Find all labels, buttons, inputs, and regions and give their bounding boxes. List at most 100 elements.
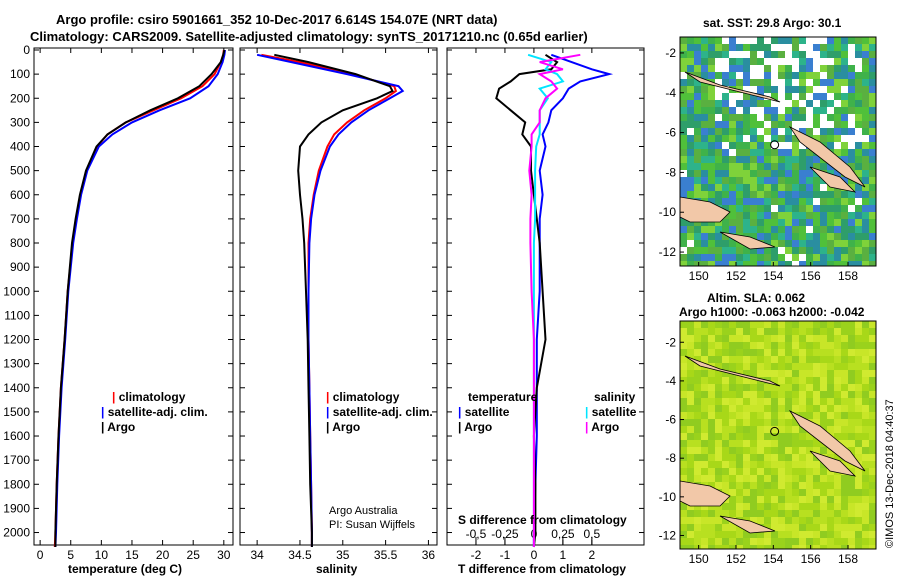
map-cell: [736, 433, 743, 440]
map-cell: [813, 342, 820, 349]
map-cell: [729, 177, 736, 184]
map-cell: [799, 177, 806, 184]
map-cell: [862, 335, 869, 342]
map-cell: [701, 149, 708, 156]
map-cell: [764, 142, 771, 149]
map-cell: [778, 447, 785, 454]
map-cell: [757, 219, 764, 226]
map-cell: [855, 482, 862, 489]
map-cell: [715, 37, 722, 44]
map-cell: [743, 531, 750, 538]
map-cell: [799, 128, 806, 135]
map-cell: [729, 100, 736, 107]
map-cell: [680, 391, 687, 398]
map-cell: [820, 114, 827, 121]
map-cell: [764, 254, 771, 261]
map-cell: [708, 261, 715, 266]
map-cell: [771, 72, 778, 79]
map-cell: [778, 356, 785, 363]
map-cell: [862, 321, 869, 328]
map-cell: [862, 363, 869, 370]
map-cell: [820, 58, 827, 65]
map-cell: [813, 496, 820, 503]
map-cell: [708, 447, 715, 454]
map-cell: [764, 205, 771, 212]
map-cell: [757, 342, 764, 349]
map-cell: [827, 233, 834, 240]
map-cell: [757, 356, 764, 363]
map-cell: [680, 163, 687, 170]
map-cell: [841, 342, 848, 349]
map-cell: [757, 212, 764, 219]
map-cell: [834, 482, 841, 489]
map-cell: [708, 321, 715, 328]
map-cell: [834, 524, 841, 531]
map-cell: [862, 475, 869, 482]
map-cell: [848, 440, 855, 447]
map-cell: [799, 461, 806, 468]
map-cell: [813, 510, 820, 517]
map-cell: [729, 156, 736, 163]
map-cell: [778, 121, 785, 128]
map-cell: [869, 510, 876, 517]
map-cell: [820, 412, 827, 419]
map-cell: [694, 538, 701, 545]
depth-tick-label: 1200: [3, 333, 30, 347]
map-cell: [764, 121, 771, 128]
map-cell: [764, 261, 771, 266]
map-cell: [680, 433, 687, 440]
map-cell: [750, 335, 757, 342]
map-cell: [799, 170, 806, 177]
map-cell: [729, 531, 736, 538]
map-cell: [785, 72, 792, 79]
map-cell: [715, 370, 722, 377]
map-cell: [701, 433, 708, 440]
map-cell: [750, 177, 757, 184]
map-cell: [869, 100, 876, 107]
map-cell: [729, 342, 736, 349]
map-cell: [813, 377, 820, 384]
map-cell: [869, 177, 876, 184]
x-tick-label: 1: [560, 548, 567, 562]
map-cell: [834, 226, 841, 233]
map-cell: [834, 356, 841, 363]
map-cell: [841, 419, 848, 426]
map-cell: [701, 461, 708, 468]
map-cell: [827, 212, 834, 219]
map-cell: [736, 496, 743, 503]
map-cell: [869, 391, 876, 398]
map-cell: [722, 524, 729, 531]
map-cell: [827, 356, 834, 363]
map-cell: [799, 503, 806, 510]
map-cell: [715, 384, 722, 391]
map-cell: [778, 328, 785, 335]
map-cell: [743, 205, 750, 212]
map-cell: [750, 349, 757, 356]
map-cell: [708, 128, 715, 135]
map-cell: [785, 524, 792, 531]
map-cell: [771, 384, 778, 391]
map-cell: [722, 128, 729, 135]
map-cell: [806, 384, 813, 391]
map-cell: [736, 149, 743, 156]
map-cell: [722, 545, 729, 549]
map-cell: [785, 44, 792, 51]
map-cell: [708, 156, 715, 163]
map-cell: [806, 184, 813, 191]
map-cell: [799, 65, 806, 72]
map-cell: [855, 205, 862, 212]
map-cell: [708, 184, 715, 191]
map-cell: [715, 121, 722, 128]
map-cell: [785, 247, 792, 254]
map-cell: [715, 65, 722, 72]
map-cell: [848, 433, 855, 440]
map-cell: [729, 363, 736, 370]
map-cell: [848, 524, 855, 531]
map-cell: [827, 135, 834, 142]
map-cell: [792, 184, 799, 191]
map-cell: [750, 412, 757, 419]
map-cell: [862, 254, 869, 261]
series-line-satellite-adj-clim-: [54, 49, 226, 548]
map-cell: [736, 356, 743, 363]
map-y-tick-label: -4: [665, 86, 676, 100]
